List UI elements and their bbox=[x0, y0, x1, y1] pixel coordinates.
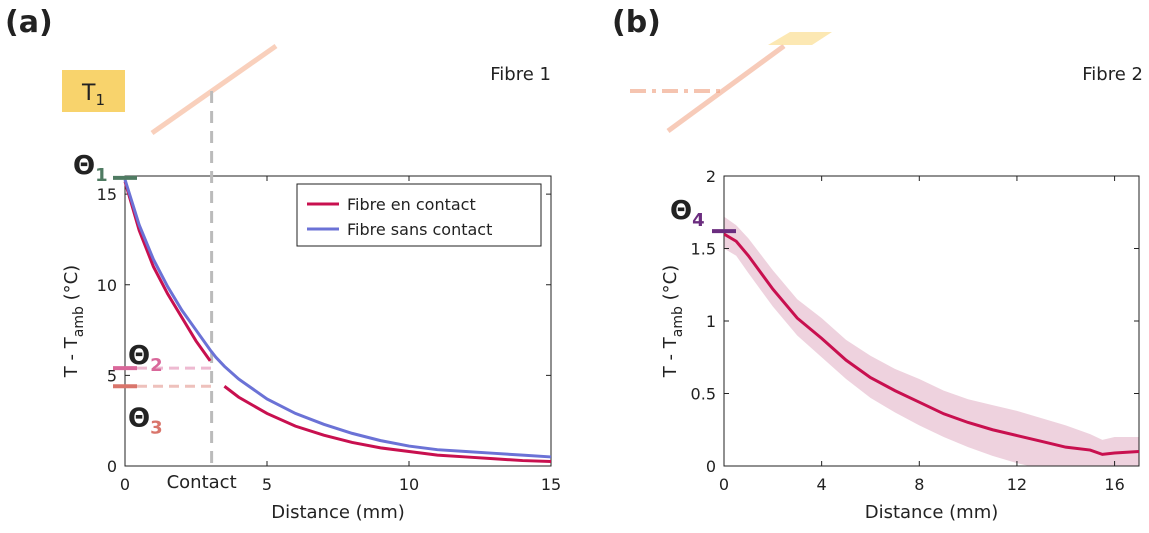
theta-symbol: Θ bbox=[670, 196, 692, 226]
contact-label: Contact bbox=[167, 472, 237, 493]
y-tick-label: 1 bbox=[706, 312, 716, 331]
y-label-sub: amb bbox=[670, 306, 686, 337]
theta-sub: 3 bbox=[150, 417, 163, 438]
y-tick-label: 0.5 bbox=[691, 385, 716, 404]
y-label-text: T - T bbox=[660, 336, 681, 378]
panel-label: (b) bbox=[612, 5, 661, 40]
x-tick-label: 0 bbox=[120, 475, 130, 494]
theta-sub: 1 bbox=[95, 165, 108, 186]
theta-symbol: Θ bbox=[128, 341, 150, 371]
confidence-band bbox=[724, 216, 1139, 466]
y-tick-label: 10 bbox=[97, 276, 117, 295]
y-tick-label: 5 bbox=[107, 366, 117, 385]
legend-label: Fibre sans contact bbox=[347, 220, 492, 239]
theta-symbol: Θ bbox=[73, 151, 95, 181]
legend-label: Fibre en contact bbox=[347, 195, 476, 214]
y-axis-label: T - Tamb (°C) bbox=[61, 265, 87, 378]
x-tick-label: 8 bbox=[914, 475, 924, 494]
y-tick-label: 0 bbox=[107, 457, 117, 476]
x-tick-label: 0 bbox=[719, 475, 729, 494]
source-label: T1 bbox=[81, 81, 105, 109]
x-axis-label: Distance (mm) bbox=[865, 502, 999, 523]
theta-label: Θ4 bbox=[670, 196, 705, 231]
heater-tag bbox=[768, 32, 832, 45]
y-axis-label: T - Tamb (°C) bbox=[660, 265, 686, 378]
theta-sub: 4 bbox=[692, 210, 705, 231]
theta-symbol: Θ bbox=[128, 403, 150, 433]
y-tick-label: 1.5 bbox=[691, 240, 716, 259]
theta-label: Θ3 bbox=[128, 403, 163, 438]
y-tick-label: 15 bbox=[97, 185, 117, 204]
theta-label: Θ1 bbox=[73, 151, 108, 186]
fibre-label: Fibre 1 bbox=[490, 64, 551, 85]
y-label-text: T - T bbox=[61, 336, 82, 378]
source-text: T bbox=[81, 81, 96, 106]
y-label-unit: (°C) bbox=[660, 265, 681, 306]
axes-frame bbox=[124, 175, 552, 467]
fibre-label: Fibre 2 bbox=[1082, 64, 1143, 85]
source-sub: 1 bbox=[95, 91, 105, 109]
x-tick-label: 4 bbox=[817, 475, 827, 494]
theta-sub: 2 bbox=[150, 355, 163, 376]
data-line bbox=[724, 232, 1139, 456]
source-box bbox=[62, 70, 125, 112]
x-tick-label: 12 bbox=[1007, 475, 1027, 494]
crossing-fibre bbox=[666, 43, 786, 134]
theta-label: Θ2 bbox=[128, 341, 163, 376]
x-axis-label: Distance (mm) bbox=[271, 502, 405, 523]
y-label-unit: (°C) bbox=[61, 265, 82, 306]
y-tick-label: 2 bbox=[706, 167, 716, 186]
data-line bbox=[123, 179, 552, 459]
x-tick-label: 5 bbox=[262, 475, 272, 494]
x-tick-label: 15 bbox=[541, 475, 561, 494]
data-line bbox=[123, 181, 552, 463]
y-tick-label: 0 bbox=[706, 457, 716, 476]
x-tick-label: 16 bbox=[1104, 475, 1124, 494]
crossing-fibre bbox=[150, 43, 278, 136]
x-tick-label: 10 bbox=[399, 475, 419, 494]
legend-box bbox=[296, 183, 542, 247]
y-label-sub: amb bbox=[71, 306, 87, 337]
panel-label: (a) bbox=[5, 5, 53, 40]
